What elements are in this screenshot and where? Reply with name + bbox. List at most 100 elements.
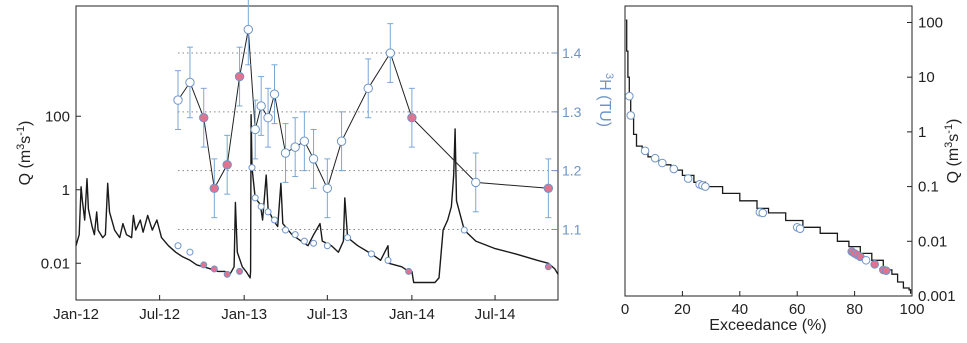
tritium-open-point [471,177,481,188]
open-sample-marker [186,248,194,256]
flow-duration-markers [625,91,891,276]
x-tick-label: 100 [899,301,924,318]
open-sample-marker [323,242,331,250]
x-tick-label: 20 [674,301,691,318]
open-duration-marker [625,91,634,101]
discharge-line [75,114,559,284]
tritium-series [173,0,554,219]
open-sample-marker [257,203,265,211]
tritium-open-point [322,183,333,193]
filled-duration-marker [870,259,879,269]
open-sample-marker [300,237,308,245]
y-tick-label: 0.1 [918,179,939,196]
open-duration-marker [658,158,667,168]
tritium-open-point [173,95,183,105]
left-y-axis-label: Q (m3s-1) [15,121,34,186]
open-sample-marker [384,256,392,264]
tritium-filled-point [209,183,220,193]
right-plot-frame [624,5,913,297]
tritium-open-point [299,136,310,146]
x-tick-label: Jul-12 [139,306,180,323]
filled-sample-marker [210,265,218,273]
flow-duration-panel: 0 20 40 60 80 100 100 10 1 0.1 0.01 0.001 Exceedan… [621,5,962,334]
x-tick-label: 40 [731,301,748,318]
open-sample-marker [344,234,352,242]
open-sample-marker [282,226,290,234]
tritium-open-point [269,89,280,99]
open-duration-marker [701,182,710,191]
open-sample-marker [270,216,278,224]
open-duration-marker [795,224,805,233]
open-sample-marker [248,164,256,172]
tritium-open-point [385,48,395,58]
discharge-series [75,114,559,284]
right-y-axis-ticks: 100 10 1 0.1 0.01 0.001 [907,14,956,305]
y-tick-label: 100 [45,108,70,125]
tritium-filled-point [199,113,209,123]
tritium-tick-label: 1.1 [562,221,582,237]
right-y-axis-label: Q (m3s-1) [943,119,962,184]
x-tick-label: Jul-13 [307,306,348,323]
right-x-axis-label: Exceedance (%) [709,317,826,334]
open-duration-marker [683,174,693,183]
discharge-sample-markers [174,164,552,278]
open-sample-marker [174,242,182,250]
x-tick-label: 0 [621,301,629,318]
right-tritium-axis-ticks: 1.1 1.2 1.3 1.4 [553,45,582,237]
tritium-open-point [263,113,273,123]
filled-sample-marker [405,267,413,275]
y-tick-label: 0.01 [918,233,947,250]
tritium-open-point [185,77,195,88]
tritium-filled-point [222,160,232,170]
tritium-filled-point [234,71,245,82]
tritium-open-point [280,148,291,158]
flow-duration-line [625,19,912,294]
tritium-filled-point [543,183,554,193]
x-tick-label: 80 [846,301,863,318]
filled-sample-marker [236,267,244,275]
x-tick-label: Jul-14 [475,306,516,323]
y-tick-label: 10 [918,69,935,86]
filled-sample-marker [200,261,208,269]
open-duration-marker [758,208,768,218]
filled-sample-marker [223,270,231,278]
y-tick-label: 0.001 [918,288,956,305]
y-tick-label: 100 [918,14,943,31]
tritium-axis-label: 3H (TU) [596,73,615,127]
y-tick-label: 1 [918,124,926,141]
open-duration-marker [650,153,660,163]
tritium-open-point [308,154,319,164]
x-tick-label: Jan-12 [53,306,99,323]
tritium-line [177,29,549,190]
filled-sample-marker [544,263,552,271]
left-y-axis-ticks: 100 1 0.01 [41,108,81,272]
open-sample-marker [264,208,272,216]
open-sample-marker [291,231,299,239]
open-sample-marker [367,250,375,258]
open-duration-marker [669,164,679,174]
tritium-open-point [243,24,254,35]
y-tick-label: 1 [62,182,70,199]
open-duration-marker [626,111,636,120]
tritium-open-point [256,101,266,111]
tritium-open-point [290,142,300,152]
flow-duration-curve [625,19,912,294]
left-x-axis-ticks: Jan-12 Jul-12 Jan-13 Jul-13 Jan-14 Jul-14 [53,295,515,323]
x-tick-label: Jan-13 [221,306,267,323]
open-duration-marker [640,146,650,156]
x-tick-label: 60 [789,301,806,318]
left-plot-frame [75,5,559,301]
open-sample-marker [460,226,468,234]
tritium-tick-label: 1.4 [562,45,582,61]
open-sample-marker [310,239,318,247]
right-x-axis-ticks: 0 20 40 60 80 100 [621,291,925,318]
filled-duration-marker [881,266,891,276]
hydrograph-panel: Jan-12 Jul-12 Jan-13 Jul-13 Jan-14 Jul-14 100… [15,0,615,323]
tritium-open-point [363,83,373,94]
tritium-open-point [336,136,347,146]
open-sample-marker [251,194,259,202]
tritium-filled-point [407,113,417,123]
tritium-tick-label: 1.2 [562,163,582,179]
y-tick-label: 0.01 [41,255,70,272]
